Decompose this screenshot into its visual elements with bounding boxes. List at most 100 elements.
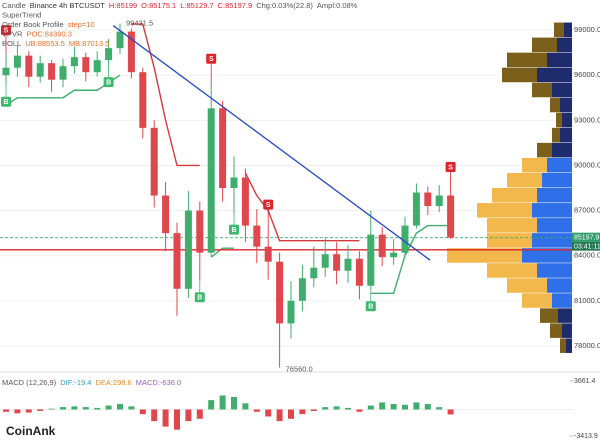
candle-body [2, 67, 10, 76]
macd-bar [379, 402, 386, 410]
profile-bar-right [562, 112, 572, 128]
candle-body [333, 254, 341, 271]
profile-bar-right [552, 142, 572, 158]
profile-bar-right [552, 293, 572, 308]
macd-bar [117, 404, 123, 410]
y-tick-label: 93000.0 [574, 115, 600, 124]
signal-badge [103, 77, 114, 88]
profile-bar-left [540, 308, 558, 323]
candle-body [48, 63, 56, 80]
profile-bar-left [507, 278, 547, 293]
candle-body [219, 108, 227, 189]
supertrend-line [210, 247, 234, 258]
macd-bar [265, 409, 272, 417]
macd-bar [174, 409, 180, 430]
profile-bar-right [562, 323, 572, 338]
legend-item: VPVR [2, 29, 23, 38]
macd-bar [162, 409, 169, 427]
macd-bar [436, 407, 443, 410]
profile-bar-right [564, 22, 572, 38]
macd-tick-label: 3661.4 [574, 378, 596, 385]
profile-bar-right [547, 278, 572, 293]
high-label: 99431.5 [126, 19, 153, 28]
macd-bar [322, 407, 329, 410]
candle-body [253, 225, 261, 247]
macd-legend-item: DIF:-19.4 [60, 378, 91, 387]
legend-item: MB:87013.5 [69, 39, 109, 48]
profile-bar-left [550, 97, 560, 113]
profile-bar-right [547, 52, 572, 68]
supertrend-line [5, 74, 121, 106]
macd-bar [105, 405, 112, 410]
macd-legend-item: MACD (12,26,9) [2, 378, 57, 387]
legend-item: BOLL [2, 39, 21, 48]
legend-item: Chg:0.03%(22.8) [256, 1, 313, 10]
signal-label: B [106, 80, 111, 87]
y-tick-label: 84000.0 [574, 251, 600, 260]
candle-body [105, 48, 113, 61]
candle-body [173, 233, 181, 289]
last-price-value: 85197.9 [574, 235, 599, 242]
signal-badge [445, 162, 456, 173]
signal-badge [263, 199, 274, 210]
profile-bar-left [537, 142, 552, 158]
signal-label: B [231, 227, 236, 234]
macd-bar [82, 407, 89, 410]
macd-bar [299, 409, 306, 415]
legend-item: SuperTrend [2, 10, 41, 19]
legend-item: Candle [2, 1, 26, 10]
signal-label: S [266, 202, 271, 209]
profile-bar-left [552, 127, 560, 143]
macd-bar [60, 407, 66, 410]
candle-body [25, 55, 33, 77]
macd-bar [14, 409, 21, 414]
signal-badge [194, 292, 205, 303]
profile-bar-right [560, 97, 572, 113]
candle-body [264, 246, 272, 262]
macd-legend: MACD (12,26,9) DIF:-19.4 DEA:298.6 MACD:-63… [2, 378, 181, 387]
y-tick-label: 96000.0 [574, 70, 600, 79]
macd-bar [48, 408, 55, 410]
legend-item: Ampl:0.08% [317, 1, 358, 10]
profile-bar-left [550, 323, 562, 338]
profile-bar-left [556, 112, 562, 128]
supertrend-line [131, 23, 200, 167]
macd-legend-item: MACD:-636.0 [136, 378, 181, 387]
signal-label: B [368, 304, 373, 311]
legend-item: Order Book Profile [2, 20, 64, 29]
legend-item: UB:88553.5 [25, 39, 65, 48]
y-tick-label: 78000.0 [574, 341, 600, 350]
brand-logo: CoinAnk [6, 424, 56, 438]
legend-line: SuperTrend [2, 10, 41, 19]
profile-bar-right [537, 218, 572, 233]
signal-badge [1, 25, 11, 36]
macd-bar [310, 409, 317, 412]
profile-bar-right [558, 308, 572, 323]
low-label: 76560.0 [286, 365, 313, 374]
candle-body [241, 177, 249, 226]
profile-bar-left [532, 82, 552, 98]
profile-bar-right [537, 67, 572, 83]
profile-bar-right [542, 172, 572, 188]
profile-bar-right [566, 338, 572, 353]
profile-bar-left [507, 52, 547, 68]
profile-bar-left [492, 188, 537, 203]
legend-line: Candle Binance 4h BTCUSDT H:85199 O:85175.1… [2, 1, 358, 10]
signal-label: B [197, 295, 202, 302]
candle-body [207, 108, 215, 253]
macd-bar [276, 409, 283, 422]
candle-body [70, 57, 78, 67]
candle-body [230, 177, 238, 189]
macd-bar [288, 409, 294, 419]
macd-bar [139, 409, 146, 415]
profile-bar-left [522, 157, 547, 173]
candle-body [435, 195, 443, 207]
macd-bar [3, 409, 9, 412]
candle-body [162, 195, 170, 234]
macd-bar [345, 407, 351, 410]
macd-bar [424, 404, 431, 410]
macd-bar [242, 403, 249, 410]
candle-body [276, 261, 284, 324]
profile-bar-left [487, 263, 537, 278]
